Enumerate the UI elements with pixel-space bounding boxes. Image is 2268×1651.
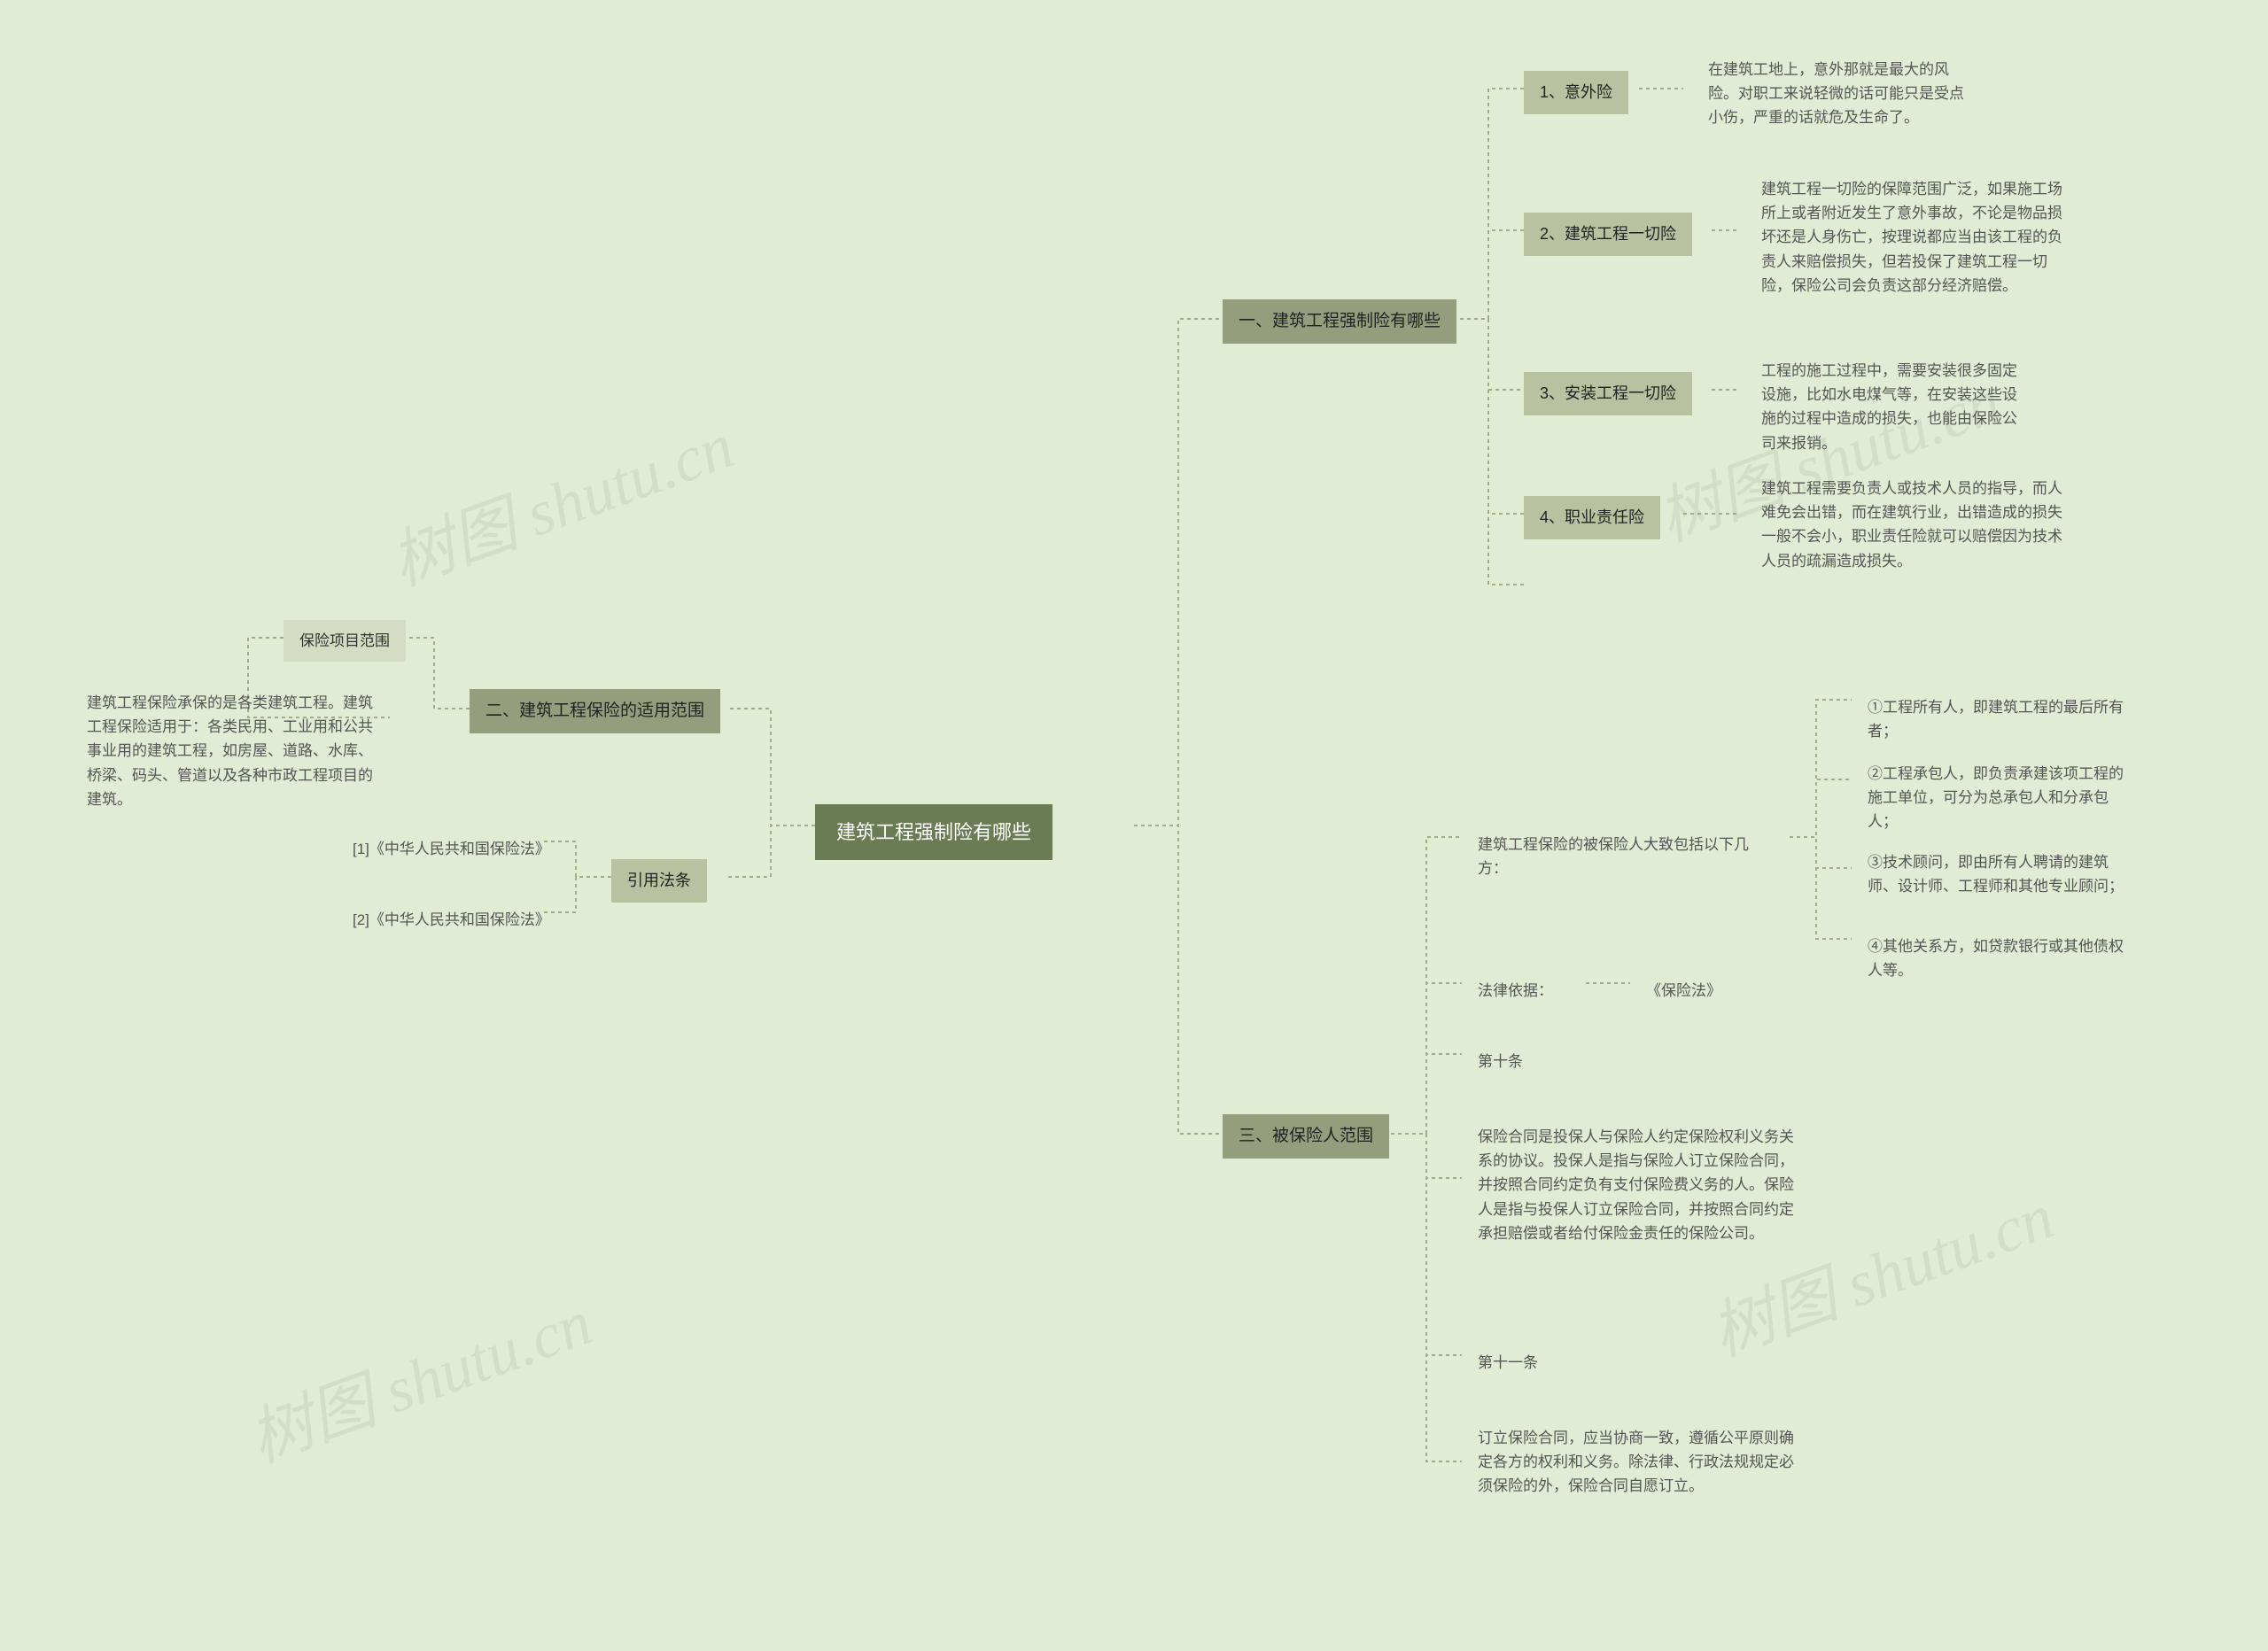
s1-item4-label: 4、职业责任险 xyxy=(1524,496,1660,539)
section3-title: 三、被保险人范围 xyxy=(1223,1114,1389,1159)
s1-item1-desc: 在建筑工地上，意外那就是最大的风险。对职工来说轻微的话可能只是受点小伤，严重的话… xyxy=(1692,49,1993,139)
section2-title: 二、建筑工程保险的适用范围 xyxy=(470,689,720,733)
s1-item2-label: 2、建筑工程一切险 xyxy=(1524,213,1692,256)
s3-insured-1: ①工程所有人，即建筑工程的最后所有者； xyxy=(1852,686,2153,752)
watermark: 树图 shutu.cn xyxy=(376,393,744,603)
s3-insured-heading: 建筑工程保险的被保险人大致包括以下几方： xyxy=(1462,824,1790,889)
refs-item-1: [1]《中华人民共和国保险法》 xyxy=(337,828,566,870)
s2-scope-text: 建筑工程保险承保的是各类建筑工程。建筑工程保险适用于：各类民用、工业用和公共事业… xyxy=(71,682,399,820)
s3-law-basis-value: 《保险法》 xyxy=(1630,970,1737,1012)
s3-insured-2: ②工程承包人，即负责承建该项工程的施工单位，可分为总承包人和分承包人； xyxy=(1852,753,2153,843)
s3-art11-title: 第十一条 xyxy=(1462,1342,1554,1384)
s3-art11-text: 订立保险合同，应当协商一致，遵循公平原则确定各方的权利和义务。除法律、行政法规规… xyxy=(1462,1417,1816,1508)
s1-item4-desc: 建筑工程需要负责人或技术人员的指导，而人难免会出错，而在建筑行业，出错造成的损失… xyxy=(1745,468,2091,582)
s2-scope-label: 保险项目范围 xyxy=(284,620,406,662)
s3-law-basis-label: 法律依据： xyxy=(1462,970,1569,1012)
refs-title: 引用法条 xyxy=(611,859,707,903)
refs-item-2: [2]《中华人民共和国保险法》 xyxy=(337,899,566,941)
s1-item2-desc: 建筑工程一切险的保障范围广泛，如果施工场所上或者附近发生了意外事故，不论是物品损… xyxy=(1745,168,2091,306)
s1-item3-desc: 工程的施工过程中，需要安装很多固定设施，比如水电煤气等，在安装这些设施的过程中造… xyxy=(1745,350,2047,464)
root-node: 建筑工程强制险有哪些 xyxy=(815,804,1052,860)
s3-insured-3: ③技术顾问，即由所有人聘请的建筑师、设计师、工程师和其他专业顾问； xyxy=(1852,841,2153,907)
s3-insured-4: ④其他关系方，如贷款银行或其他债权人等。 xyxy=(1852,926,2153,991)
watermark: 树图 shutu.cn xyxy=(234,1270,602,1480)
s1-item3-label: 3、安装工程一切险 xyxy=(1524,372,1692,415)
s1-item1-label: 1、意外险 xyxy=(1524,71,1628,114)
s3-art10-title: 第十条 xyxy=(1462,1041,1539,1082)
section1-title: 一、建筑工程强制险有哪些 xyxy=(1223,299,1456,344)
s3-art10-text: 保险合同是投保人与保险人约定保险权利义务关系的协议。投保人是指与保险人订立保险合… xyxy=(1462,1116,1816,1254)
